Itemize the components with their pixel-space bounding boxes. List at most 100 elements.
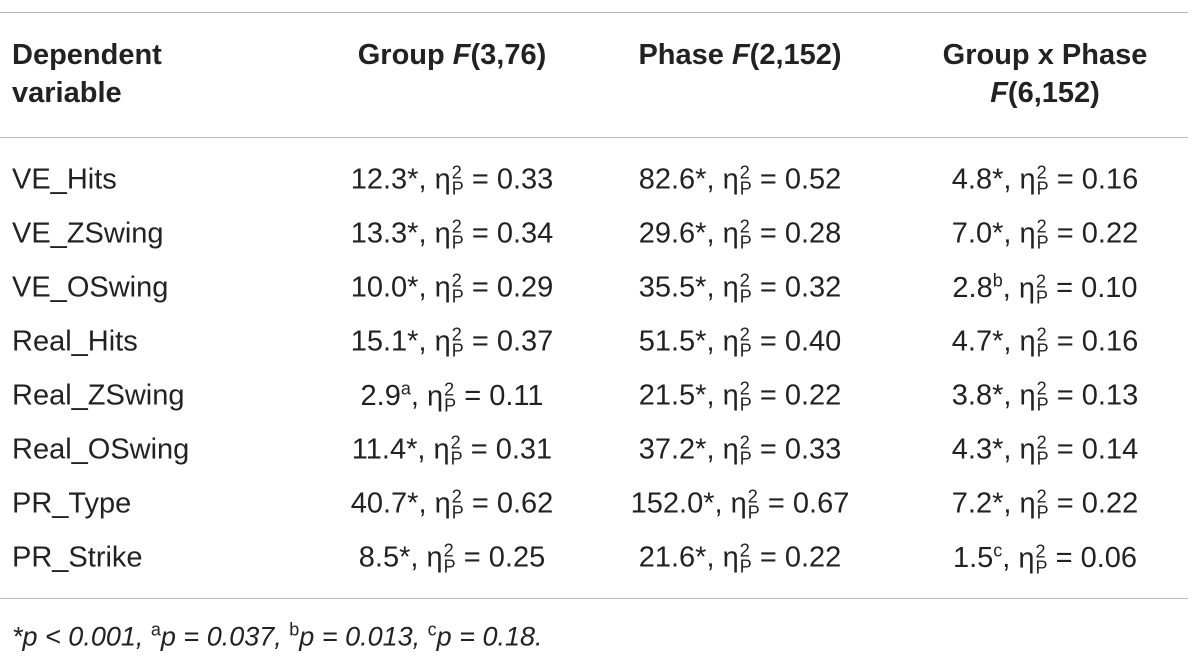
equals: =	[471, 271, 489, 304]
eta-value: 0.16	[1081, 163, 1139, 196]
separator: ,	[1003, 487, 1012, 520]
eta: η	[722, 433, 739, 466]
square: 2	[443, 540, 454, 561]
square: 2	[747, 486, 758, 507]
equals: =	[1056, 487, 1074, 520]
separator: ,	[410, 380, 419, 413]
partial: P	[739, 394, 752, 415]
stat-symbol: F	[990, 77, 1008, 109]
eta: η	[1019, 217, 1036, 250]
equals: =	[1056, 163, 1074, 196]
f-value: 11.4	[351, 433, 407, 466]
footnote-mark: c	[427, 619, 437, 640]
partial: P	[451, 286, 464, 307]
row-label: Real_Hits	[12, 325, 138, 358]
significance-mark: *	[407, 163, 419, 196]
separator: ,	[706, 271, 715, 304]
header-text: variable	[12, 77, 122, 109]
square: 2	[1036, 216, 1047, 237]
eta-value: 0.67	[792, 487, 850, 520]
f-value: 4.8	[951, 163, 993, 196]
f-value: 12.3	[350, 163, 408, 196]
eta-value: 0.34	[496, 217, 554, 250]
partial: P	[1036, 502, 1049, 523]
row-label: VE_OSwing	[12, 271, 169, 304]
significance-mark: *	[399, 541, 411, 574]
equals: =	[759, 433, 777, 466]
equals: =	[463, 541, 481, 574]
partial: P	[451, 232, 464, 253]
row-label: Real_ZSwing	[12, 379, 185, 412]
row-label: PR_Strike	[12, 541, 143, 574]
square: 2	[451, 270, 462, 291]
header-line: Phase F(2,152)	[638, 36, 841, 74]
footnote-text: p = 0.037,	[160, 621, 282, 652]
square: 2	[739, 216, 750, 237]
partial: P	[1036, 394, 1049, 415]
row-label: VE_ZSwing	[12, 217, 164, 250]
separator: ,	[410, 541, 419, 574]
square: 2	[1036, 486, 1047, 507]
square: 2	[739, 432, 750, 453]
square: 2	[739, 162, 750, 183]
footnote-mark: b	[289, 619, 300, 640]
eta: η	[1019, 163, 1036, 196]
footnote-text: p < 0.001,	[22, 621, 144, 652]
f-value: 4.7	[951, 325, 993, 358]
footnote-text: p = 0.18.	[436, 621, 543, 652]
f-value: 21.5	[638, 379, 696, 412]
significance-mark: *	[407, 217, 419, 250]
f-value: 35.5	[638, 271, 696, 304]
eta-value: 0.31	[495, 433, 553, 466]
f-value: 51.5	[638, 325, 696, 358]
square: 2	[739, 324, 750, 345]
partial: P	[1036, 232, 1049, 253]
eta: η	[1018, 542, 1035, 575]
separator: ,	[1002, 542, 1011, 575]
eta: η	[722, 271, 739, 304]
square: 2	[1036, 432, 1047, 453]
equals: =	[759, 163, 777, 196]
partial: P	[1036, 340, 1049, 361]
partial: P	[443, 556, 456, 577]
separator: ,	[418, 217, 427, 250]
equals: =	[1056, 272, 1074, 305]
row-label: PR_Type	[12, 487, 132, 520]
significance-mark: c	[993, 540, 1003, 561]
eta-value: 0.28	[784, 217, 842, 250]
equals: =	[1056, 217, 1074, 250]
significance-mark: *	[695, 379, 707, 412]
square: 2	[739, 540, 750, 561]
eta-value: 0.40	[784, 325, 842, 358]
eta-value: 0.22	[784, 541, 842, 574]
row-label: Real_OSwing	[12, 433, 190, 466]
